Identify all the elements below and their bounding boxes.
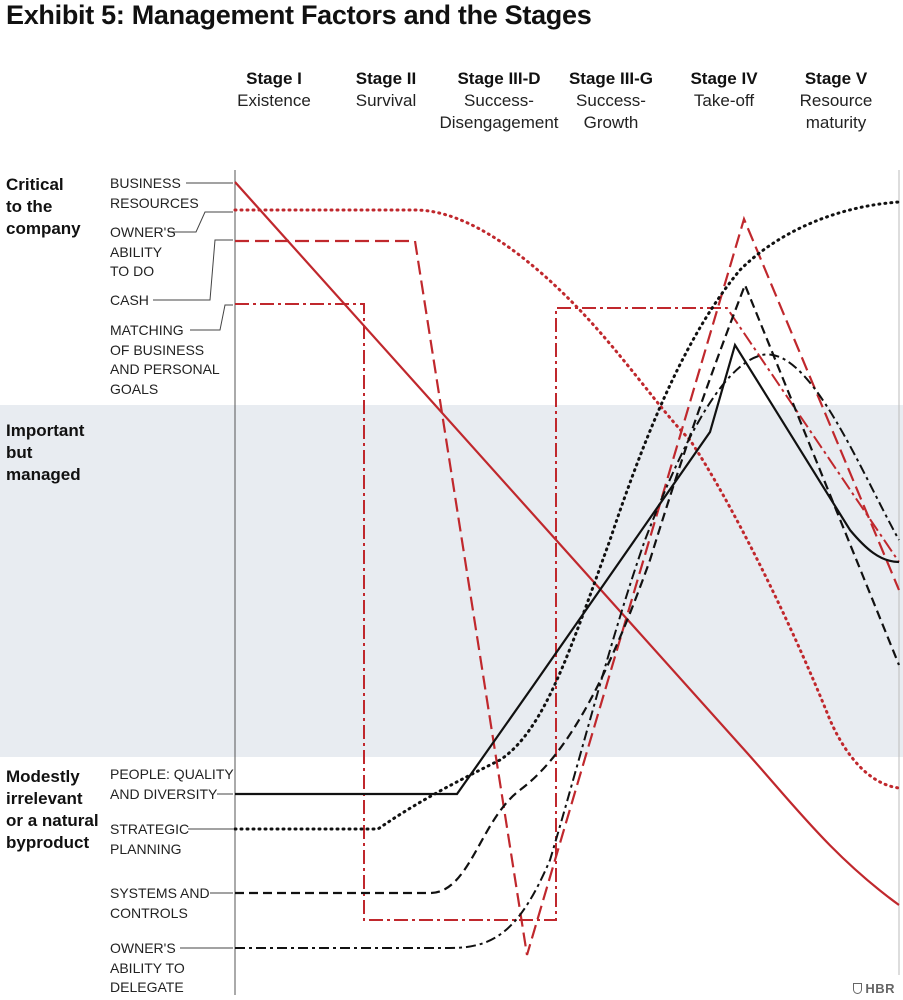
series-cash <box>235 215 901 956</box>
factor-systems: SYSTEMS AND CONTROLS <box>110 885 210 921</box>
stage-desc: Resource maturity <box>799 91 873 132</box>
series-matching <box>235 303 900 921</box>
leader-matching <box>190 304 233 331</box>
stage-header-1: Stage I Existence <box>209 68 339 112</box>
stage-header-2: Stage II Survival <box>321 68 451 112</box>
band-critical: Critical to the company <box>6 175 81 238</box>
stage-name: Stage III-D <box>457 69 541 88</box>
factor-strategic: STRATEGIC PLANNING <box>110 821 190 857</box>
series-people <box>235 342 900 796</box>
leader-cash <box>153 239 233 301</box>
stage-header-6: Stage V Resource maturity <box>771 68 901 134</box>
stage-name: Stage I <box>246 69 302 88</box>
factor-matching: MATCHING OF BUSINESS AND PERSONAL GOALS <box>110 322 220 397</box>
chart-title: Exhibit 5: Management Factors and the St… <box>6 0 592 30</box>
factor-business-resources: BUSINESS RESOURCES <box>110 175 199 211</box>
series-owners-ability <box>233 208 901 790</box>
stage-desc: Success- Growth <box>576 91 646 132</box>
series-business-resources <box>234 181 900 906</box>
stage-header-3: Stage III-D Success- Disengagement <box>424 68 574 134</box>
band-modest: Modestly irrelevant or a natural byprodu… <box>6 767 99 852</box>
stage-header-4: Stage III-G Success- Growth <box>546 68 676 134</box>
stage-header-5: Stage IV Take-off <box>659 68 789 112</box>
factor-cash: CASH <box>110 292 149 308</box>
series-strategic <box>233 200 901 831</box>
leader-owners-ability <box>168 211 233 233</box>
series-systems <box>235 282 901 895</box>
hbr-logo-text: HBR <box>865 981 895 996</box>
factor-delegate: OWNER'S ABILITY TO DELEGATE <box>110 940 185 995</box>
stage-desc: Success- Disengagement <box>439 91 559 132</box>
shield-icon <box>853 983 863 994</box>
factor-people: PEOPLE: QUALITY AND DIVERSITY <box>110 766 234 802</box>
series-delegate <box>235 353 900 949</box>
hbr-logo: HBR <box>853 981 895 996</box>
stage-desc: Existence <box>237 91 311 110</box>
stage-name: Stage IV <box>690 69 758 88</box>
stage-desc: Take-off <box>693 91 755 110</box>
factor-owners-ability: OWNER'S ABILITY TO DO <box>110 224 176 279</box>
stage-desc: Survival <box>355 91 417 110</box>
leader-lines <box>153 182 233 949</box>
stage-name: Stage II <box>355 69 417 88</box>
band-important: Important but managed <box>6 421 85 484</box>
stage-name: Stage V <box>804 69 868 88</box>
stage-name: Stage III-G <box>568 69 654 88</box>
important-band-bg <box>236 405 903 757</box>
important-band-bg-left <box>0 405 236 757</box>
